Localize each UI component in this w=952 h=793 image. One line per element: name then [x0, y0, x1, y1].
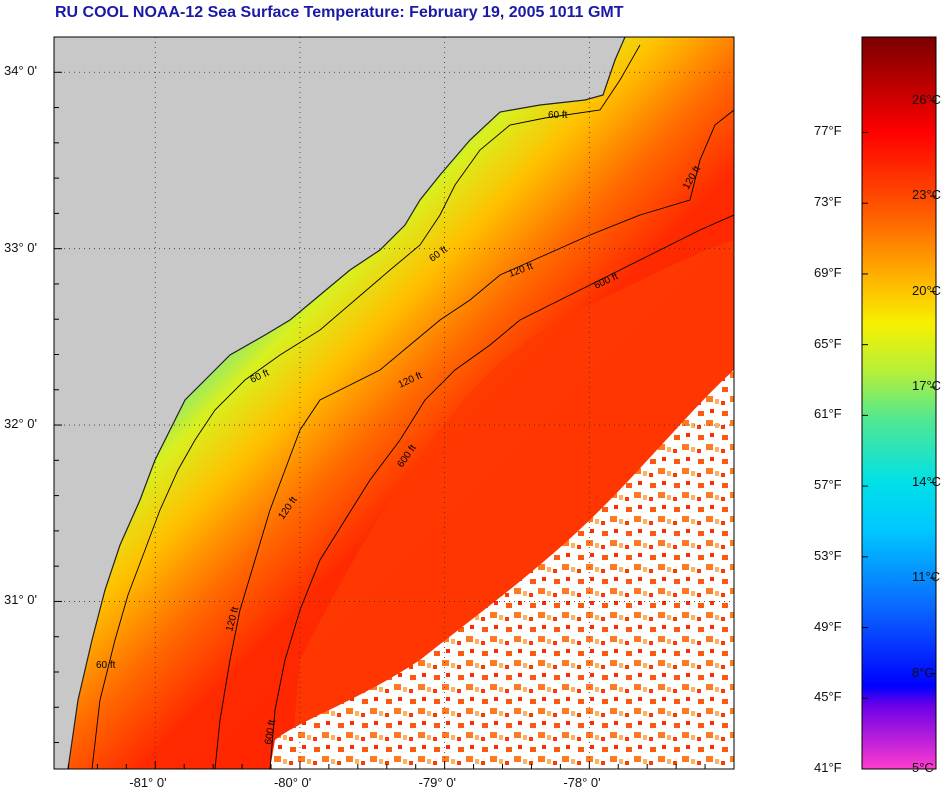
colorbar-fahrenheit-label: 41°F [814, 760, 842, 775]
colorbar-celsius-label: 20°C [912, 282, 942, 298]
colorbar-fahrenheit-label: 53°F [814, 547, 842, 563]
land-mass [54, 37, 625, 769]
map-title: RU COOL NOAA-12 Sea Surface Temperature:… [55, 4, 624, 21]
contour-label: 60 ft [548, 110, 568, 121]
colorbar-celsius-label: 26°C [912, 91, 942, 107]
colorbar-celsius-label: 8°C [912, 664, 934, 680]
latitude-label: 32° 0' [4, 416, 37, 432]
longitude-label: -79° 0' [418, 775, 456, 790]
cloud-no-data-region [270, 370, 734, 769]
axis-ticks [54, 71, 706, 769]
colorbar-ticks [862, 100, 936, 770]
colorbar-celsius-label: 11°C [912, 569, 941, 585]
colorbar-fahrenheit-label: 73°F [814, 194, 842, 210]
colorbar-fahrenheit-label: 69°F [814, 264, 842, 280]
colorbar-celsius-label: 23°C [912, 187, 942, 203]
colorbar-fahrenheit-label: 61°F [814, 406, 842, 422]
longitude-label: -78° 0' [563, 775, 601, 790]
colorbar-celsius-label: 5°C [912, 760, 934, 775]
colorbar-fahrenheit-label: 45°F [814, 689, 842, 705]
longitude-label: -80° 0' [273, 775, 312, 790]
contour-label: 60 ft [96, 660, 116, 671]
latitude-label: 33° 0' [4, 239, 37, 255]
colorbar-fahrenheit-label: 57°F [814, 477, 842, 493]
colorbar-celsius-label: 14°C [912, 473, 942, 489]
contour-label: 600 ft [263, 719, 278, 746]
colorbar-fahrenheit-label: 77°F [814, 123, 842, 139]
longitude-label: -81° 0' [129, 775, 167, 790]
colorbar [861, 36, 937, 770]
colorbar-fahrenheit-label: 65°F [814, 335, 842, 351]
coastline [67, 37, 626, 769]
colorbar-fahrenheit-label: 49°F [814, 618, 842, 634]
graticule-lines [54, 37, 734, 769]
contour-line-60ft [91, 44, 641, 769]
latitude-label: 34° 0' [4, 63, 37, 79]
contour-line-120ft [214, 109, 734, 769]
latitude-label: 31° 0' [4, 592, 37, 608]
map-frame [53, 36, 735, 770]
contour-line-600ft [269, 214, 734, 769]
colorbar-celsius-label: 17°C [912, 378, 942, 394]
